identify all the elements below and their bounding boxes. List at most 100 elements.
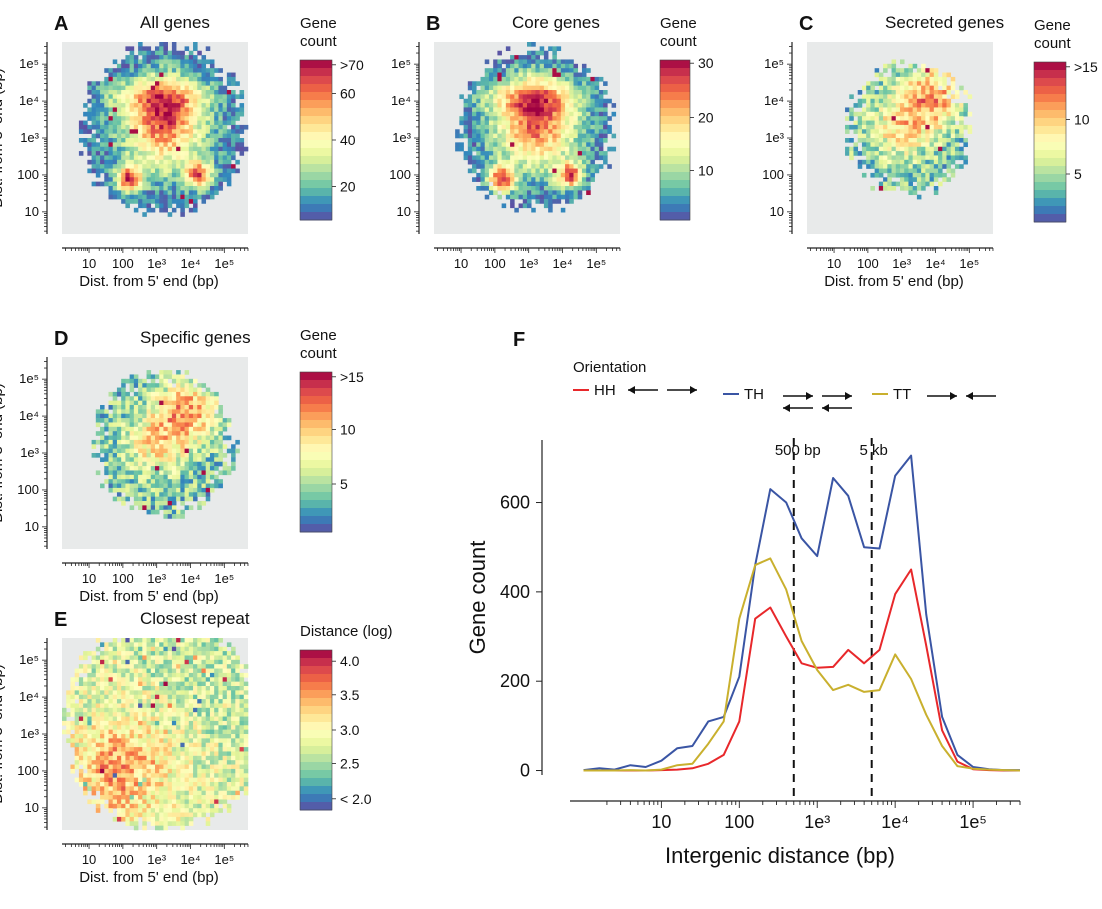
heatmap-cell: [129, 808, 135, 813]
heatmap-cell: [146, 677, 152, 682]
heatmap-cell: [552, 111, 557, 117]
heatmap-cell: [138, 496, 143, 502]
heatmap-cell: [214, 168, 219, 174]
heatmap-cell: [942, 172, 947, 178]
heatmap-cell: [180, 435, 185, 441]
heatmap-cell: [125, 816, 130, 822]
heatmap-cell: [916, 94, 922, 100]
heatmap-cell: [193, 120, 198, 126]
heatmap-cell: [176, 422, 181, 428]
heatmap-cell: [510, 138, 515, 143]
heatmap-cell: [78, 655, 84, 661]
heatmap-cell: [104, 686, 109, 691]
heatmap-cell: [125, 716, 130, 722]
heatmap-cell: [548, 146, 553, 152]
heatmap-cell: [900, 142, 905, 148]
heatmap-cell: [594, 111, 600, 117]
heatmap-cell: [116, 712, 122, 717]
heatmap-cell: [125, 729, 130, 735]
heatmap-cell: [501, 94, 507, 100]
heatmap-cell: [539, 76, 545, 82]
heatmap-cell: [209, 168, 215, 174]
heatmap-cell: [925, 146, 930, 152]
heatmap-cell: [205, 46, 211, 52]
heatmap-cell: [70, 725, 75, 730]
heatmap-cell: [121, 751, 126, 757]
heatmap-cell: [180, 168, 185, 174]
heatmap-cell: [493, 159, 498, 165]
heatmap-cell: [857, 90, 863, 95]
heatmap-cell: [138, 405, 143, 410]
heatmap-cell: [959, 151, 964, 156]
heatmap-cell: [874, 98, 880, 104]
heatmap-cell: [112, 668, 118, 674]
heatmap-cell: [209, 474, 215, 480]
heatmap-cell: [231, 72, 236, 78]
heatmap-cell: [167, 370, 173, 375]
heatmap-cell: [121, 431, 126, 436]
heatmap-cell: [193, 426, 198, 432]
heatmap-cell: [197, 426, 202, 432]
heatmap-cell: [505, 190, 511, 196]
heatmap-cell: [214, 444, 219, 449]
heatmap-cell: [171, 63, 177, 69]
heatmap-cell: [91, 790, 97, 796]
heatmap-cell: [121, 142, 126, 148]
heatmap-cell: [197, 72, 202, 78]
heatmap-cell: [108, 725, 114, 730]
heatmap-cell: [887, 85, 892, 91]
heatmap-cell: [83, 729, 88, 735]
heatmap-cell: [125, 734, 130, 739]
heatmap-cell: [87, 168, 92, 174]
heatmap-cell: [133, 391, 139, 397]
heatmap-cell: [209, 444, 215, 449]
heatmap-cell: [142, 387, 147, 393]
heatmap-cell: [100, 103, 105, 108]
heatmap-cell: [138, 418, 143, 423]
heatmap-cell: [159, 646, 164, 652]
heatmap-cell: [66, 703, 71, 709]
heatmap-cell: [556, 59, 562, 65]
heatmap-cell: [954, 151, 960, 156]
heatmap-cell: [133, 405, 139, 410]
heatmap-cell: [921, 72, 926, 78]
heatmap-cell: [171, 453, 177, 458]
heatmap-cell: [125, 426, 130, 432]
heatmap-cell: [883, 177, 888, 182]
heatmap-cell: [887, 63, 892, 69]
heatmap-cell: [108, 159, 114, 165]
heatmap-cell: [116, 448, 122, 454]
colorbar-step: [660, 204, 690, 213]
heatmap-cell: [150, 409, 156, 415]
heatmap-cell: [171, 396, 177, 401]
heatmap-cell: [543, 124, 549, 130]
heatmap-cell: [598, 142, 604, 148]
heatmap-cell: [184, 124, 190, 130]
heatmap-cell: [188, 461, 194, 467]
heatmap-cell: [138, 98, 143, 104]
heatmap-cell: [159, 181, 164, 187]
heatmap-cell: [866, 81, 871, 86]
heatmap-cell: [167, 444, 173, 449]
y-tick-label: 1e⁴: [19, 408, 39, 423]
heatmap-cell: [129, 487, 135, 493]
heatmap-cell: [209, 111, 215, 117]
heatmap-cell: [505, 85, 511, 91]
heatmap-cell: [522, 129, 528, 134]
heatmap-cell: [921, 146, 926, 152]
heatmap-cell: [938, 172, 943, 178]
heatmap-cell: [493, 63, 498, 69]
heatmap-cell: [129, 707, 135, 713]
heatmap-cell: [891, 133, 897, 139]
heatmap-cell: [129, 120, 135, 126]
heatmap-cell: [590, 76, 595, 82]
heatmap-cell: [548, 116, 553, 121]
heatmap-cell: [108, 655, 114, 661]
heatmap-cell: [895, 103, 901, 108]
heatmap-cell: [231, 466, 236, 471]
heatmap-cell: [866, 146, 871, 152]
heatmap-cell: [560, 76, 566, 82]
heatmap-cell: [95, 764, 101, 770]
heatmap-cell: [129, 742, 135, 748]
